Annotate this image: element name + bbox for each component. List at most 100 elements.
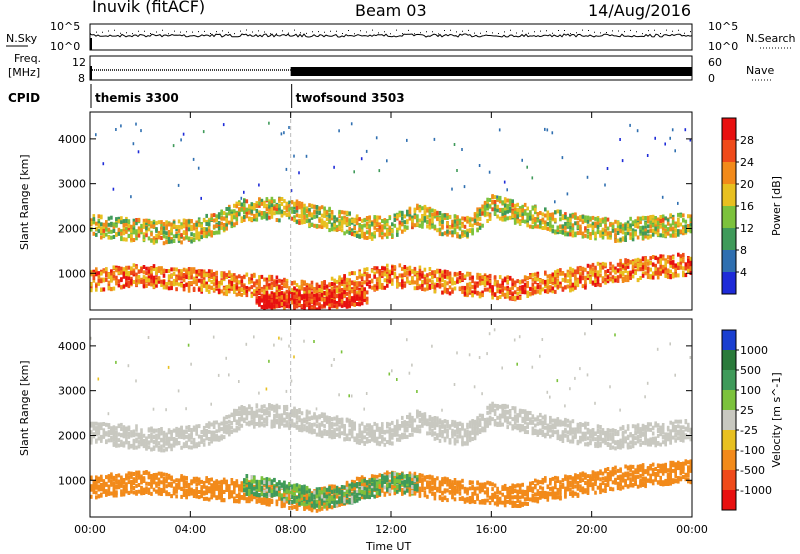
data-cell: [463, 233, 467, 238]
data-cell: [654, 270, 657, 275]
data-cell: [418, 218, 422, 223]
data-cell: [594, 279, 597, 284]
data-cell: [140, 277, 143, 282]
data-cell: [348, 278, 351, 283]
data-cell: [165, 472, 168, 477]
data-cell: [551, 131, 554, 135]
power-y-axis-label: Slant Range [km]: [18, 154, 31, 250]
data-cell: [651, 275, 655, 280]
data-cell: [177, 219, 181, 224]
data-cell: [220, 485, 223, 490]
data-cell: [110, 475, 113, 480]
colorbar-segment: [722, 118, 736, 141]
colorbar-segment: [722, 250, 736, 273]
data-cell: [423, 216, 427, 221]
data-cell: [115, 440, 118, 445]
data-cell: [677, 229, 680, 234]
data-cell: [373, 287, 376, 292]
data-cell: [217, 435, 221, 440]
data-cell: [661, 214, 665, 219]
data-cell: [330, 298, 334, 303]
data-cell: [491, 207, 494, 212]
data-cell: [353, 230, 356, 235]
data-cell: [268, 285, 271, 290]
data-cell: [263, 214, 266, 219]
data-cell: [152, 445, 156, 450]
data-cell: [358, 234, 361, 239]
data-cell: [343, 290, 346, 295]
data-cell: [117, 216, 121, 221]
data-cell: [456, 277, 459, 282]
data-cell: [529, 274, 532, 279]
data-cell: [192, 437, 196, 442]
data-cell: [373, 266, 376, 271]
data-cell: [132, 445, 136, 450]
data-cell: [283, 205, 286, 210]
data-cell: [406, 212, 409, 217]
data-cell: [596, 224, 600, 229]
data-cell: [596, 270, 600, 275]
data-cell: [300, 220, 304, 225]
data-cell: [493, 195, 497, 200]
data-cell: [167, 475, 171, 480]
data-cell: [245, 293, 249, 298]
data-cell: [217, 284, 221, 288]
data-cell: [225, 275, 228, 279]
data-cell: [157, 233, 161, 238]
data-cell: [493, 292, 497, 297]
data-cell: [677, 218, 680, 223]
data-cell: [293, 205, 296, 210]
date-title: 14/Aug/2016: [588, 1, 691, 20]
data-cell: [205, 227, 208, 232]
data-cell: [140, 129, 142, 133]
data-cell: [220, 421, 223, 426]
data-cell: [190, 489, 193, 494]
data-cell: [228, 210, 231, 215]
data-cell: [589, 267, 592, 272]
data-cell: [162, 222, 166, 226]
data-cell: [591, 270, 595, 275]
data-cell: [112, 286, 116, 291]
data-cell: [215, 429, 218, 434]
data-cell: [383, 218, 387, 223]
colorbar-segment: [722, 184, 736, 207]
data-cell: [125, 227, 128, 232]
data-cell: [185, 440, 188, 445]
data-cell: [416, 278, 419, 282]
data-cell: [228, 270, 231, 275]
data-cell: [423, 211, 427, 215]
data-cell: [659, 261, 662, 266]
data-cell: [594, 277, 597, 281]
data-cell: [263, 284, 266, 289]
data-cell: [150, 266, 153, 271]
data-cell: [360, 157, 363, 161]
data-cell: [661, 269, 665, 274]
data-cell: [508, 215, 512, 220]
data-cell: [689, 256, 692, 261]
data-cell: [303, 303, 306, 308]
data-cell: [363, 298, 366, 302]
data-cell: [238, 212, 241, 217]
data-cell: [230, 218, 234, 223]
data-cell: [270, 302, 274, 307]
data-cell: [155, 483, 158, 488]
data-cell: [325, 224, 329, 229]
data-cell: [571, 223, 575, 228]
data-cell: [120, 124, 122, 128]
data-cell: [295, 304, 299, 309]
data-cell: [383, 285, 387, 290]
data-cell: [373, 221, 376, 226]
data-cell: [95, 479, 98, 484]
data-cell: [190, 440, 193, 445]
data-cell: [207, 269, 211, 274]
data-cell: [233, 499, 236, 503]
data-cell: [651, 219, 655, 224]
data-cell: [526, 222, 529, 227]
data-cell: [453, 228, 457, 233]
data-cell: [330, 291, 334, 296]
data-cell: [115, 438, 118, 443]
data-cell: [373, 274, 376, 279]
data-cell: [411, 218, 414, 223]
data-cell: [152, 222, 156, 227]
data-cell: [225, 289, 228, 294]
